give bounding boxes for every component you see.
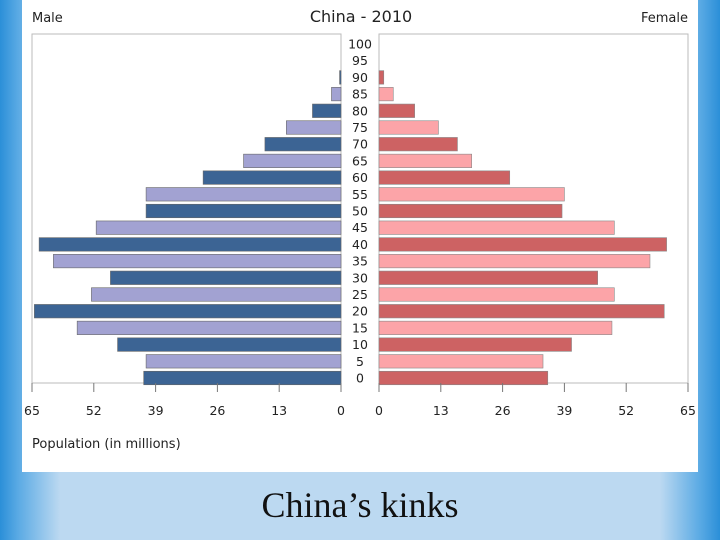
female-bar-age-15 — [378, 320, 613, 335]
age-labels: 0510152025303540455055606570758085909510… — [348, 37, 372, 386]
male-bar-age-35 — [53, 254, 342, 269]
chart-panel: China - 2010 Male Female 0 5 10 15 20 25 30 35 4… — [22, 0, 698, 472]
female-label: Female — [641, 11, 688, 26]
female-bar-age-80 — [378, 103, 415, 118]
x-tick-label: 65 — [680, 403, 696, 418]
age-label: 55 — [352, 187, 368, 202]
x-axis-ticks: 65 52 39 26 13 0 0 13 26 39 52 65 — [24, 383, 696, 418]
male-bar-age-60 — [202, 170, 342, 185]
age-label: 50 — [352, 204, 368, 219]
x-tick-label: 65 — [24, 403, 40, 418]
x-axis-label: Population (in millions) — [32, 437, 181, 452]
male-bar-age-65 — [243, 153, 342, 168]
male-bar-age-20 — [34, 304, 342, 319]
age-label: 80 — [352, 103, 368, 118]
male-bar-age-45 — [95, 220, 342, 235]
x-tick-label: 39 — [556, 403, 572, 418]
age-label: 10 — [352, 337, 368, 352]
male-bar-age-90 — [339, 70, 342, 85]
slide-caption: China’s kinks — [261, 485, 459, 525]
age-label: 45 — [352, 220, 368, 235]
female-bar-age-70 — [378, 137, 458, 152]
male-bar-age-80 — [312, 103, 342, 118]
male-bar-age-40 — [38, 237, 342, 252]
female-bar-age-45 — [378, 220, 615, 235]
male-bar-age-0 — [143, 370, 342, 386]
male-bar-age-10 — [117, 337, 342, 352]
age-label: 85 — [352, 87, 368, 102]
male-bar-age-75 — [286, 120, 342, 135]
female-bar-age-50 — [378, 203, 563, 219]
female-bar-age-60 — [378, 170, 511, 185]
x-tick-label: 13 — [271, 403, 287, 418]
male-bar-age-30 — [110, 270, 342, 285]
x-tick-label: 52 — [86, 403, 102, 418]
female-bar-age-65 — [378, 153, 472, 168]
female-bar-age-75 — [378, 120, 439, 135]
age-label: 60 — [352, 170, 368, 185]
male-bar-age-5 — [145, 354, 342, 369]
age-label: 95 — [352, 53, 368, 68]
male-bar-age-55 — [145, 187, 342, 202]
age-label: 75 — [352, 120, 368, 135]
age-label: 90 — [352, 70, 368, 85]
x-tick-label: 52 — [618, 403, 634, 418]
age-label: 70 — [352, 137, 368, 152]
female-bar-age-90 — [378, 70, 385, 85]
male-label: Male — [32, 11, 63, 26]
female-bar-age-25 — [378, 287, 615, 302]
age-label: 20 — [352, 304, 368, 319]
male-bars — [34, 70, 342, 386]
x-tick-label: 0 — [375, 403, 383, 418]
age-label: 25 — [352, 287, 368, 302]
male-bar-age-85 — [331, 87, 342, 102]
x-tick-label: 13 — [433, 403, 449, 418]
chart-title: China - 2010 — [310, 7, 412, 26]
female-bar-age-30 — [378, 270, 598, 285]
female-bar-age-0 — [378, 370, 549, 386]
age-label: 15 — [352, 320, 368, 335]
age-label: 5 — [356, 354, 364, 369]
male-bar-age-15 — [76, 320, 342, 335]
female-bar-age-35 — [378, 254, 651, 269]
female-bar-age-85 — [378, 87, 394, 102]
x-tick-label: 26 — [495, 403, 511, 418]
x-tick-label: 39 — [148, 403, 164, 418]
age-label: 40 — [352, 237, 368, 252]
female-bar-age-10 — [378, 337, 572, 352]
female-bar-age-40 — [378, 237, 667, 252]
male-bar-age-50 — [145, 203, 342, 219]
female-bar-age-5 — [378, 354, 544, 369]
age-label: 65 — [352, 153, 368, 168]
age-label: 0 — [356, 371, 364, 386]
x-tick-label: 0 — [337, 403, 345, 418]
female-bar-age-55 — [378, 187, 565, 202]
female-bars — [378, 70, 667, 386]
age-label: 35 — [352, 254, 368, 269]
x-tick-label: 26 — [209, 403, 225, 418]
age-label: 30 — [352, 270, 368, 285]
male-bar-age-70 — [264, 137, 342, 152]
male-bar-age-25 — [91, 287, 342, 302]
age-label: 100 — [348, 37, 372, 52]
female-bar-age-20 — [378, 304, 665, 319]
